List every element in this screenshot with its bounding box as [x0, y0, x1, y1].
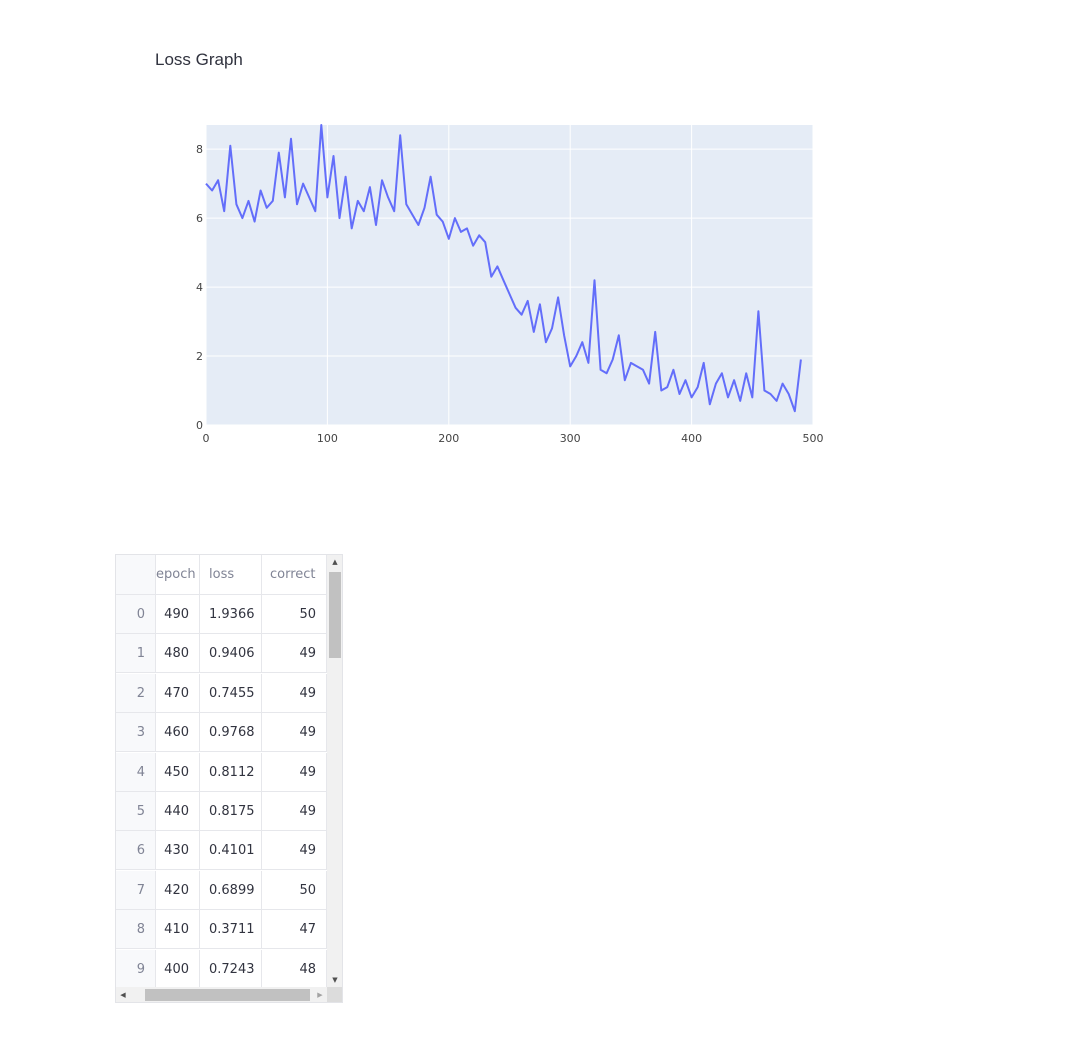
row-index[interactable]: 5: [116, 792, 156, 831]
x-tick-label: 100: [317, 432, 338, 445]
table-row[interactable]: 7 420 0.6899 50: [116, 870, 327, 910]
table-header-row: epoch loss correct: [116, 555, 327, 595]
cell-correct[interactable]: 48: [262, 949, 327, 987]
cell-loss[interactable]: 0.6899: [200, 870, 262, 910]
row-index[interactable]: 3: [116, 713, 156, 753]
x-tick-label: 500: [803, 432, 824, 445]
row-index[interactable]: 0: [116, 595, 156, 634]
header-correct[interactable]: correct: [262, 555, 327, 595]
cell-loss[interactable]: 0.8112: [200, 752, 262, 792]
cell-epoch[interactable]: 490: [156, 595, 200, 634]
table-row[interactable]: 0 490 1.9366 50: [116, 595, 327, 634]
data-table[interactable]: epoch loss correct 0 490 1.9366 50 1 480 0.940…: [115, 554, 343, 1003]
cell-epoch[interactable]: 460: [156, 713, 200, 753]
tick-labels: 0 2 4 6 8 0 100 200 300 400 500: [196, 143, 824, 445]
cell-correct[interactable]: 49: [262, 634, 327, 674]
x-tick-label: 0: [203, 432, 210, 445]
horizontal-scroll-thumb[interactable]: [145, 989, 310, 1001]
series-line-loss: [205, 124, 802, 413]
vertical-scroll-thumb[interactable]: [329, 572, 341, 658]
cell-correct[interactable]: 50: [262, 595, 327, 634]
cell-loss[interactable]: 0.8175: [200, 792, 262, 831]
row-index[interactable]: 1: [116, 634, 156, 674]
scroll-down-icon[interactable]: ▼: [332, 976, 338, 984]
table-row[interactable]: 3 460 0.9768 49: [116, 713, 327, 753]
y-tick-label: 8: [196, 143, 203, 156]
cell-epoch[interactable]: 430: [156, 831, 200, 871]
loss-chart[interactable]: 0 2 4 6 8 0 100 200 300 400 500: [180, 110, 830, 460]
horizontal-scrollbar[interactable]: ◀ ▶: [116, 987, 327, 1002]
table-row[interactable]: 2 470 0.7455 49: [116, 673, 327, 713]
cell-epoch[interactable]: 420: [156, 870, 200, 910]
vertical-scrollbar[interactable]: ▲ ▼: [327, 555, 342, 987]
table-row[interactable]: 8 410 0.3711 47: [116, 910, 327, 950]
cell-epoch[interactable]: 400: [156, 949, 200, 987]
page-title: Loss Graph: [155, 50, 243, 69]
cell-loss[interactable]: 0.9768: [200, 713, 262, 753]
y-tick-label: 2: [196, 350, 203, 363]
cell-correct[interactable]: 50: [262, 870, 327, 910]
row-index[interactable]: 8: [116, 910, 156, 950]
row-index[interactable]: 4: [116, 752, 156, 792]
table-row[interactable]: 1 480 0.9406 49: [116, 634, 327, 674]
cell-loss[interactable]: 0.9406: [200, 634, 262, 674]
cell-epoch[interactable]: 450: [156, 752, 200, 792]
y-tick-label: 4: [196, 281, 203, 294]
header-epoch[interactable]: epoch: [156, 555, 200, 595]
row-index[interactable]: 2: [116, 673, 156, 713]
cell-epoch[interactable]: 440: [156, 792, 200, 831]
row-index[interactable]: 7: [116, 870, 156, 910]
y-tick-label: 0: [196, 419, 203, 432]
header-loss[interactable]: loss: [200, 555, 262, 595]
table-row[interactable]: 9 400 0.7243 48: [116, 949, 327, 987]
cell-epoch[interactable]: 410: [156, 910, 200, 950]
x-tick-label: 400: [681, 432, 702, 445]
cell-loss[interactable]: 0.7455: [200, 673, 262, 713]
table-row[interactable]: 5 440 0.8175 49: [116, 792, 327, 831]
cell-correct[interactable]: 49: [262, 713, 327, 753]
cell-loss[interactable]: 0.7243: [200, 949, 262, 987]
scroll-right-icon[interactable]: ▶: [317, 991, 323, 999]
x-tick-label: 300: [560, 432, 581, 445]
cell-correct[interactable]: 49: [262, 752, 327, 792]
table-row[interactable]: 4 450 0.8112 49: [116, 752, 327, 792]
cell-epoch[interactable]: 480: [156, 634, 200, 674]
cell-loss[interactable]: 1.9366: [200, 595, 262, 634]
x-tick-label: 200: [438, 432, 459, 445]
cell-correct[interactable]: 47: [262, 910, 327, 950]
header-epoch-label: epoch: [156, 567, 196, 582]
table-grid: epoch loss correct 0 490 1.9366 50 1 480 0.940…: [116, 555, 327, 987]
plot-background: [206, 125, 813, 425]
cell-epoch[interactable]: 470: [156, 673, 200, 713]
scroll-left-icon[interactable]: ◀: [120, 991, 126, 999]
cell-loss[interactable]: 0.4101: [200, 831, 262, 871]
row-index[interactable]: 9: [116, 949, 156, 987]
header-index[interactable]: [116, 555, 156, 595]
scroll-up-icon[interactable]: ▲: [332, 558, 338, 566]
table-row[interactable]: 6 430 0.4101 49: [116, 831, 327, 871]
cell-correct[interactable]: 49: [262, 792, 327, 831]
scroll-corner: [327, 987, 342, 1002]
cell-loss[interactable]: 0.3711: [200, 910, 262, 950]
cell-correct[interactable]: 49: [262, 673, 327, 713]
row-index[interactable]: 6: [116, 831, 156, 871]
grid-lines: [205, 125, 814, 426]
y-tick-label: 6: [196, 212, 203, 225]
cell-correct[interactable]: 49: [262, 831, 327, 871]
